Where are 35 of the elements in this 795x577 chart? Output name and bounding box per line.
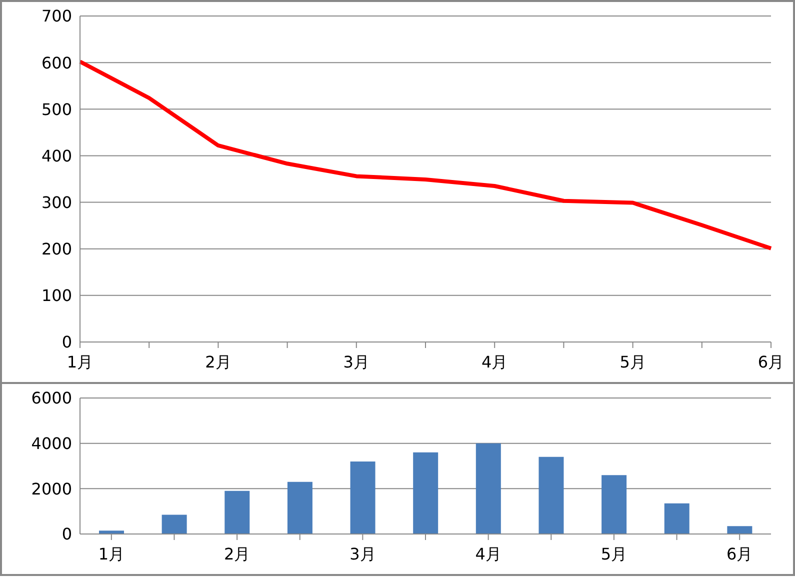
bar — [664, 503, 690, 534]
y-tick-label: 6000 — [31, 388, 72, 408]
x-tick-label: 3月 — [343, 352, 370, 372]
bar — [224, 490, 250, 534]
y-tick-label: 0 — [62, 332, 72, 352]
y-tick-label: 0 — [62, 524, 72, 544]
x-tick-label: 2月 — [205, 352, 232, 372]
x-tick-label: 2月 — [224, 544, 250, 564]
y-tick-label: 4000 — [31, 434, 72, 454]
y-tick-label: 600 — [41, 53, 72, 72]
x-tick-label: 4月 — [475, 544, 502, 564]
x-tick-label: 1月 — [98, 544, 125, 564]
y-tick-label: 200 — [41, 240, 72, 259]
x-tick-label: 4月 — [482, 352, 508, 372]
x-tick-label: 6月 — [726, 544, 753, 564]
y-tick-label: 100 — [41, 286, 72, 306]
bar — [287, 482, 312, 534]
x-tick-label: 5月 — [600, 544, 628, 564]
bar — [350, 461, 376, 534]
y-tick-label: 500 — [41, 100, 72, 119]
x-tick-label: 1月 — [66, 352, 94, 372]
bar — [413, 452, 438, 534]
bar — [538, 456, 564, 534]
bar — [727, 526, 752, 534]
x-tick-label: 5月 — [620, 352, 646, 372]
x-tick-label: 6月 — [758, 352, 784, 372]
y-tick-label: 300 — [41, 192, 72, 212]
bar — [476, 443, 501, 534]
y-tick-label: 700 — [41, 6, 72, 26]
line-series — [78, 60, 773, 250]
bar — [602, 475, 627, 534]
x-tick-label: 3月 — [350, 544, 376, 564]
y-tick-label: 2000 — [31, 479, 72, 498]
bar — [162, 514, 187, 534]
y-tick-label: 400 — [41, 146, 72, 166]
